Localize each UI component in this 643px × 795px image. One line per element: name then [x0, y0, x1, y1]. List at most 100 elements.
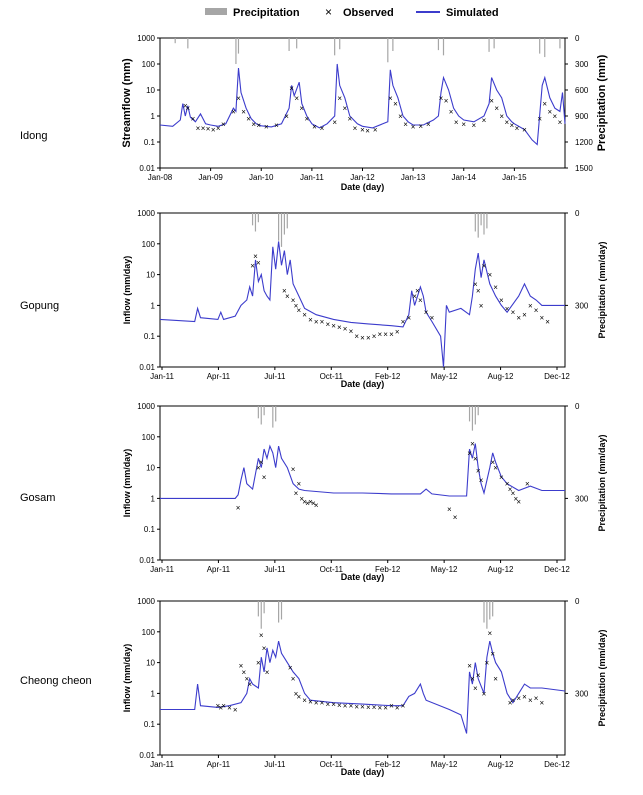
observed-point: × [256, 121, 261, 130]
observed-point: × [467, 662, 472, 671]
y-tick-label: 0.01 [139, 751, 155, 760]
y-tick-label: 1000 [137, 34, 155, 43]
y2-tick-label: 300 [575, 60, 589, 69]
observed-point: × [401, 702, 406, 711]
y2-axis-label: Precipitation (mm/day) [597, 629, 607, 726]
x-tick-label: Jan-11 [150, 372, 174, 381]
observed-point: × [242, 668, 247, 677]
observed-point: × [337, 323, 342, 332]
observed-point: × [201, 124, 206, 133]
y-tick-label: 10 [146, 271, 155, 280]
observed-point: × [299, 494, 304, 503]
y2-axis-label: Precipitation (mm/day) [597, 241, 607, 338]
observed-point: × [412, 292, 417, 301]
observed-point: × [485, 659, 490, 668]
observed-point: × [302, 696, 307, 705]
observed-point: × [211, 126, 216, 135]
observed-point: × [444, 96, 449, 105]
observed-point: × [476, 287, 481, 296]
x-tick-label: Apr-11 [207, 565, 231, 574]
observed-point: × [297, 692, 302, 701]
observed-point: × [294, 689, 299, 698]
observed-point: × [291, 675, 296, 684]
observed-point: × [493, 283, 498, 292]
observed-point: × [395, 328, 400, 337]
observed-point: × [302, 497, 307, 506]
y2-tick-label: 300 [575, 301, 589, 310]
station-name: Idong [20, 130, 48, 142]
observed-point: × [308, 497, 313, 506]
x-tick-label: Aug-12 [488, 565, 514, 574]
observed-point: × [470, 675, 475, 684]
observed-point: × [308, 697, 313, 706]
observed-point: × [534, 694, 539, 703]
observed-point: × [430, 314, 435, 323]
observed-point: × [473, 280, 478, 289]
observed-point: × [415, 287, 420, 296]
plot-frame [159, 37, 566, 169]
legend-observed-label: Observed [343, 7, 394, 19]
simulated-series-line [159, 63, 566, 146]
x-tick-label: Dec-12 [544, 372, 570, 381]
observed-point: × [493, 675, 498, 684]
chart-panel-3: Cheong cheon 0.01 0.1 1 10 100 1000 0 300 Jan-11 A… [0, 595, 643, 790]
observed-point: × [349, 327, 354, 336]
observed-point: × [337, 94, 342, 103]
observed-point: × [487, 629, 492, 638]
observed-point: × [259, 458, 264, 467]
observed-point: × [311, 499, 316, 508]
observed-point: × [314, 699, 319, 708]
observed-point: × [299, 104, 304, 113]
observed-point: × [516, 314, 521, 323]
observed-point: × [236, 94, 241, 103]
observed-point: × [525, 480, 530, 489]
y-tick-label: 0.01 [139, 164, 155, 173]
observed-point: × [403, 120, 408, 129]
observed-point: × [206, 125, 211, 134]
chart-legend: Precipitation × Observed Simulated [205, 5, 499, 19]
y-tick-label: 0.01 [139, 556, 155, 565]
observed-point: × [265, 668, 270, 677]
observed-point: × [473, 684, 478, 693]
x-tick-label: Feb-12 [375, 565, 401, 574]
observed-point: × [470, 440, 475, 449]
y2-tick-label: 0 [575, 209, 580, 218]
observed-point: × [499, 473, 504, 482]
observed-point: × [482, 261, 487, 270]
x-tick-label: Jan-13 [401, 173, 426, 182]
observed-point: × [262, 473, 267, 482]
observed-point: × [253, 252, 258, 261]
observed-point: × [285, 292, 290, 301]
observed-point: × [360, 702, 365, 711]
observed-point: × [461, 120, 466, 129]
observed-point: × [297, 306, 302, 315]
observed-point: × [360, 334, 365, 343]
observed-point: × [547, 107, 552, 116]
observed-point: × [294, 489, 299, 498]
y-tick-label: 100 [142, 433, 156, 442]
legend-simulated-label: Simulated [446, 7, 499, 19]
simulated-series-line [159, 241, 565, 368]
y-tick-label: 1000 [137, 209, 155, 218]
observed-point: × [349, 702, 354, 711]
observed-point: × [389, 330, 394, 339]
observed-point: × [511, 308, 516, 317]
y-tick-label: 1000 [137, 597, 155, 606]
x-tick-label: Oct-11 [320, 565, 344, 574]
x-tick-label: Oct-11 [320, 372, 344, 381]
observed-point: × [473, 454, 478, 463]
observed-point: × [360, 126, 365, 135]
x-axis-label: Date (day) [341, 379, 385, 389]
observed-point: × [251, 120, 256, 129]
observed-point: × [490, 649, 495, 658]
observed-point: × [505, 480, 510, 489]
x-tick-label: May-12 [431, 760, 458, 769]
observed-point: × [239, 662, 244, 671]
observed-point: × [513, 494, 518, 503]
observed-point: × [284, 112, 289, 121]
y2-tick-label: 0 [575, 402, 580, 411]
legend-observed-marker: × [325, 5, 332, 19]
observed-point: × [372, 332, 377, 341]
observed-point: × [343, 324, 348, 333]
x-tick-label: May-12 [431, 372, 458, 381]
